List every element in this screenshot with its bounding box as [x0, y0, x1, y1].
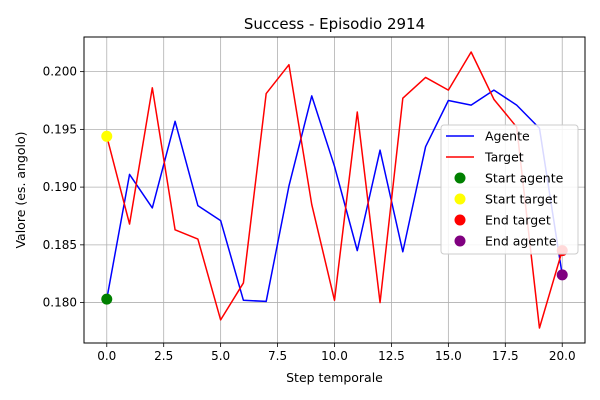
- legend-swatch-end-agente: [454, 235, 466, 247]
- marker-end-agente: [556, 269, 568, 281]
- y-tick-label: 0.185: [43, 238, 77, 252]
- y-tick-label: 0.190: [43, 180, 77, 194]
- series-line-agente: [106, 89, 563, 303]
- axis-ticks: 0.0 2.5 5.0 7.5 10.0 12.5 15.0 17.5 20.0 0.180 0.1…: [43, 65, 576, 363]
- series-line-target: [106, 51, 563, 329]
- x-tick-label: 7.5: [268, 349, 287, 363]
- chart-title: Success - Episodio 2914: [244, 15, 425, 33]
- x-tick-label: 15.0: [435, 349, 462, 363]
- legend-label-start-agente: Start agente: [485, 171, 564, 186]
- y-tick-label: 0.200: [43, 65, 77, 79]
- legend-swatch-start-target: [454, 193, 466, 205]
- y-tick-label: 0.180: [43, 296, 77, 310]
- x-tick-label: 17.5: [492, 349, 519, 363]
- legend-swatch-start-agente: [454, 172, 466, 184]
- legend-label-end-target: End target: [485, 213, 551, 228]
- x-tick-label: 0.0: [97, 349, 116, 363]
- legend-label-end-agente: End agente: [485, 234, 557, 249]
- x-tick-label: 12.5: [378, 349, 405, 363]
- legend-label-target: Target: [484, 150, 524, 165]
- y-tick-label: 0.195: [43, 122, 77, 136]
- x-tick-label: 20.0: [549, 349, 576, 363]
- legend: Agente Target Start agente Start target End …: [440, 124, 579, 255]
- x-axis-label: Step temporale: [286, 370, 383, 385]
- legend-label-agente: Agente: [485, 129, 530, 144]
- legend-box: [440, 124, 579, 255]
- x-tick-label: 5.0: [211, 349, 230, 363]
- y-axis-label: Valore (es. angolo): [13, 131, 28, 248]
- legend-label-start-target: Start target: [485, 192, 558, 207]
- x-tick-label: 2.5: [154, 349, 173, 363]
- legend-swatch-end-target: [454, 214, 466, 226]
- marker-start-agente: [101, 293, 113, 305]
- marker-start-target: [101, 130, 113, 142]
- x-tick-label: 10.0: [321, 349, 348, 363]
